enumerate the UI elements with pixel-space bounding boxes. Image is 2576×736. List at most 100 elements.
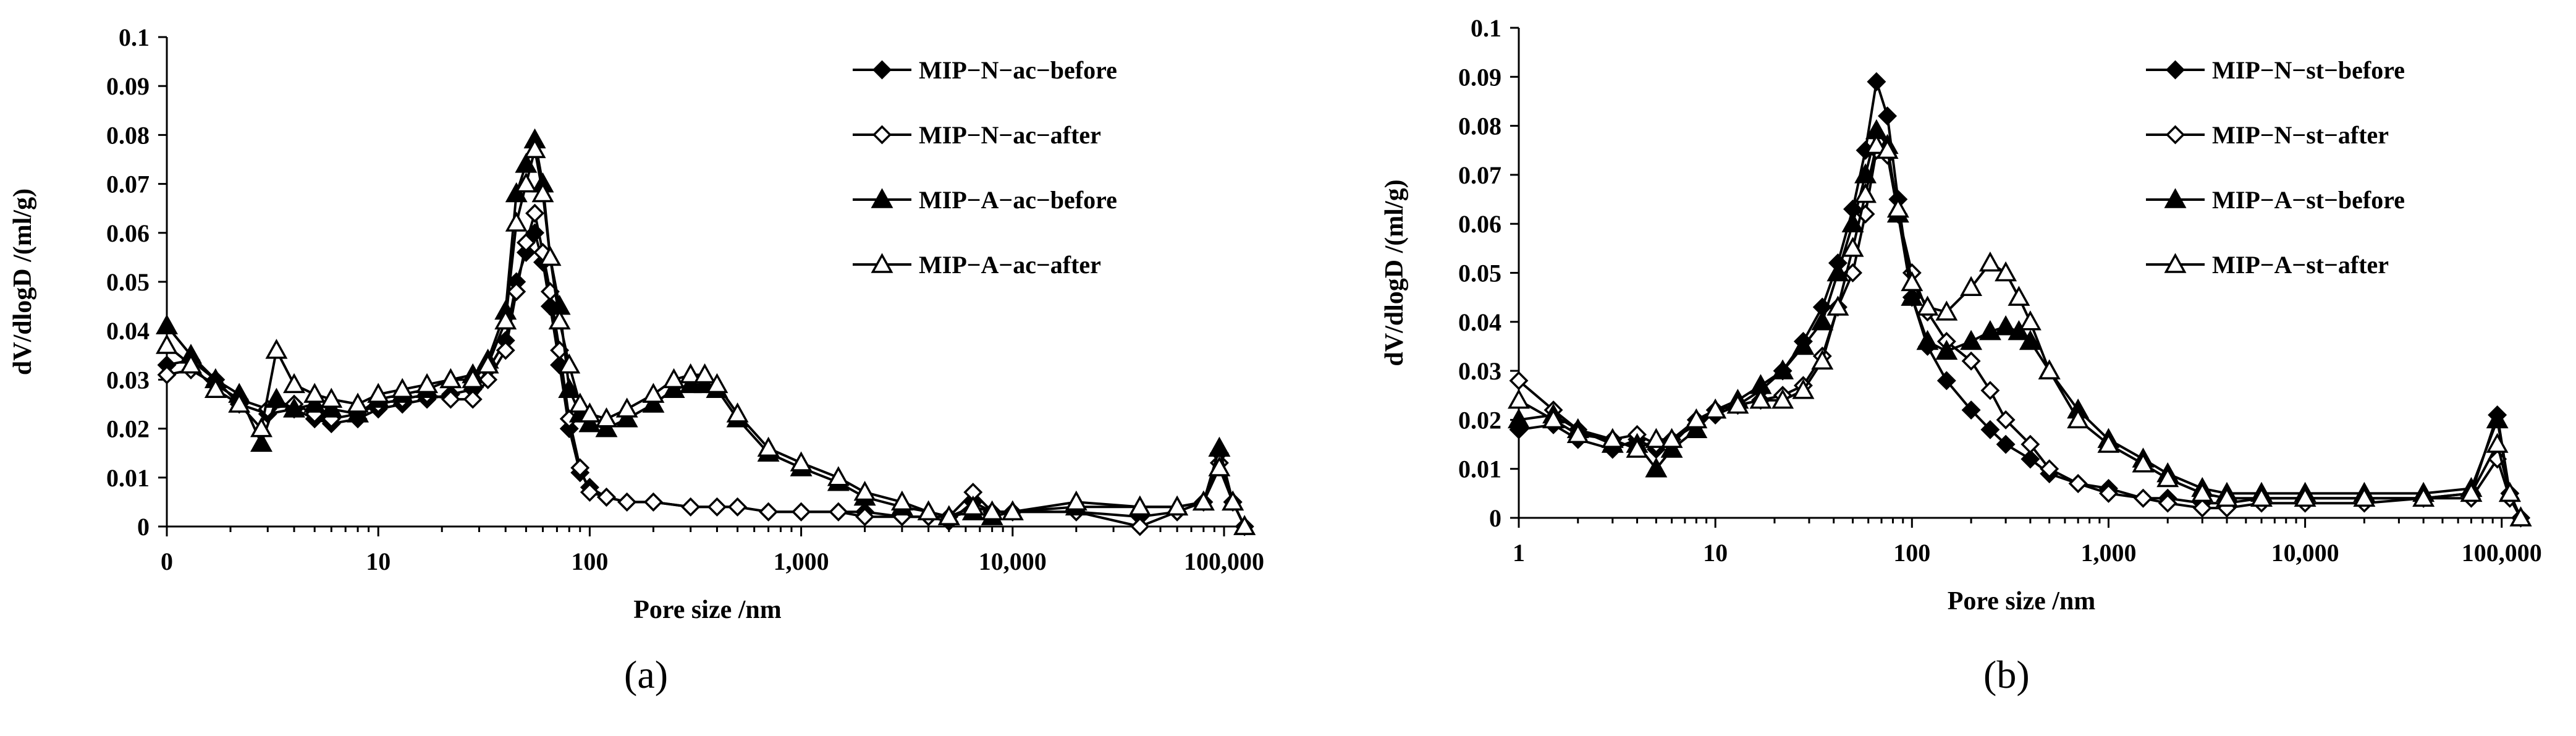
data-point xyxy=(1685,408,1708,429)
data-point xyxy=(1130,517,1150,536)
data-point xyxy=(265,387,288,408)
legend-label: MIP−N−ac−before xyxy=(919,56,1117,84)
data-point xyxy=(250,417,272,438)
y-tick-label: 0.01 xyxy=(1458,455,1501,483)
data-point xyxy=(1878,106,1898,126)
x-tick-label: 1,000 xyxy=(774,548,829,575)
data-point xyxy=(157,365,177,384)
x-tick-label: 10,000 xyxy=(2271,539,2339,567)
data-point xyxy=(2019,329,2042,350)
data-point xyxy=(2412,486,2435,507)
data-point xyxy=(478,370,498,389)
data-point xyxy=(679,373,702,394)
data-point xyxy=(827,466,850,486)
data-point xyxy=(2191,481,2214,502)
data-point xyxy=(1065,490,1087,511)
data-point xyxy=(1166,495,1189,516)
data-point xyxy=(531,182,554,203)
data-point xyxy=(1222,490,1244,511)
legend-label: MIP−A−ac−before xyxy=(919,186,1117,214)
data-point xyxy=(1901,271,1924,292)
data-point xyxy=(1792,334,1815,355)
data-point xyxy=(1886,197,1909,218)
data-point xyxy=(1916,295,1939,316)
data-point xyxy=(829,502,848,522)
legend-label: MIP−A−st−before xyxy=(2212,186,2405,214)
legend-label: MIP−N−st−after xyxy=(2212,121,2389,149)
data-point xyxy=(1961,400,1981,420)
data-point xyxy=(707,497,727,517)
data-point xyxy=(250,431,272,452)
y-tick-label: 0 xyxy=(137,513,150,541)
data-point xyxy=(1508,408,1530,429)
chart-panel-a: 0 0.01 0.02 0.03 0.04 0.05 0.06 0.07 0.08 0.09 0.1… xyxy=(9,23,1264,696)
data-point xyxy=(283,373,306,394)
data-point xyxy=(1978,252,2001,272)
axes-b: 0 0.01 0.02 0.03 0.04 0.05 0.06 0.07 0.08 0.09 0.1… xyxy=(1380,14,2542,615)
data-point xyxy=(679,363,702,384)
data-point xyxy=(494,309,517,330)
data-point xyxy=(347,402,370,423)
x-tick-label: 10 xyxy=(1703,539,1728,567)
data-point xyxy=(2019,310,2042,331)
data-point xyxy=(853,480,876,501)
data-point xyxy=(1509,371,1529,391)
data-point xyxy=(1726,394,1749,414)
data-point xyxy=(1901,286,1924,306)
data-point xyxy=(525,203,545,223)
data-point xyxy=(1645,428,1668,448)
data-point xyxy=(441,389,460,409)
legend-marker xyxy=(2164,253,2187,273)
data-point xyxy=(1811,310,1834,331)
x-tick-label: 100 xyxy=(1893,539,1930,567)
y-tick-label: 0.07 xyxy=(106,171,150,198)
x-axis-title: Pore size /nm xyxy=(1948,587,2096,615)
data-point xyxy=(463,389,483,409)
y-axis-title: dV/dlogD /(ml/g) xyxy=(9,188,37,375)
data-point xyxy=(320,397,343,418)
x-tick-label: 100 xyxy=(571,548,608,575)
data-point xyxy=(1601,428,1624,448)
data-point xyxy=(890,490,913,511)
data-point xyxy=(462,368,484,389)
data-point xyxy=(2098,483,2118,503)
y-tick-label: 0.08 xyxy=(106,121,150,149)
data-point xyxy=(439,368,462,389)
data-point xyxy=(1826,295,1849,316)
data-point xyxy=(523,138,546,158)
data-point xyxy=(578,402,601,423)
data-point xyxy=(347,392,370,413)
chart-a-svg: 0 0.01 0.02 0.03 0.04 0.05 0.06 0.07 0.08 0.09 0.1… xyxy=(9,23,1264,624)
x-tick-label: 1 xyxy=(1513,539,1525,567)
y-axis-title: dV/dlogD /(ml/g) xyxy=(1380,179,1409,366)
legend-marker xyxy=(2166,125,2185,145)
legend-marker xyxy=(2166,60,2185,80)
data-point xyxy=(2132,452,2155,473)
data-point xyxy=(2156,467,2179,488)
data-point xyxy=(1772,389,1794,409)
data-point xyxy=(662,368,685,389)
data-point xyxy=(662,378,685,398)
data-point xyxy=(265,339,288,359)
x-tick-label: 10 xyxy=(366,548,391,575)
legend-label: MIP−N−ac−after xyxy=(919,121,1101,149)
data-point xyxy=(1935,300,1958,321)
data-point xyxy=(2192,498,2212,518)
data-point xyxy=(595,417,618,438)
data-point xyxy=(283,397,306,418)
data-point xyxy=(706,373,728,394)
data-point xyxy=(303,383,326,403)
data-point xyxy=(2509,506,2532,527)
data-point xyxy=(643,492,663,512)
data-point xyxy=(1996,434,2016,454)
data-point xyxy=(516,233,536,253)
data-point xyxy=(1792,379,1815,399)
data-point xyxy=(1749,389,1772,409)
data-point xyxy=(855,507,875,527)
data-point xyxy=(2038,359,2061,379)
chart-panel-b: 0 0.01 0.02 0.03 0.04 0.05 0.06 0.07 0.08 0.09 0.1… xyxy=(1288,0,2576,736)
y-tick-label: 0.03 xyxy=(106,366,150,394)
data-point xyxy=(1704,398,1727,419)
data-point xyxy=(642,383,665,403)
data-point xyxy=(156,334,178,354)
